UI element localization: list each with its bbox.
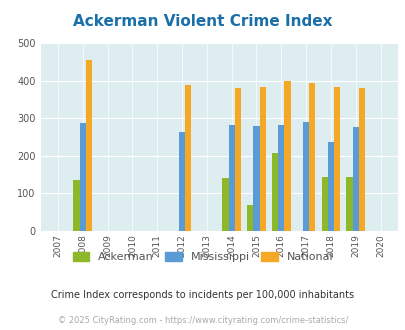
Bar [271,153,277,231]
Bar [345,177,352,231]
Bar [277,125,284,231]
Bar [259,86,265,231]
Bar [222,178,228,231]
Bar [86,60,92,231]
Bar [333,87,339,231]
Bar [73,180,79,231]
Bar [309,83,315,231]
Bar [79,123,86,231]
Bar [321,177,327,231]
Bar [284,81,290,231]
Text: Ackerman Violent Crime Index: Ackerman Violent Crime Index [73,14,332,29]
Bar [352,127,358,231]
Bar [327,142,333,231]
Bar [234,88,240,231]
Bar [253,126,259,231]
Text: Crime Index corresponds to incidents per 100,000 inhabitants: Crime Index corresponds to incidents per… [51,290,354,300]
Bar [228,125,234,231]
Bar [247,205,253,231]
Bar [302,122,309,231]
Bar [358,88,364,231]
Legend: Ackerman, Mississippi, National: Ackerman, Mississippi, National [68,248,337,267]
Bar [185,85,191,231]
Bar [179,132,185,231]
Text: © 2025 CityRating.com - https://www.cityrating.com/crime-statistics/: © 2025 CityRating.com - https://www.city… [58,316,347,325]
